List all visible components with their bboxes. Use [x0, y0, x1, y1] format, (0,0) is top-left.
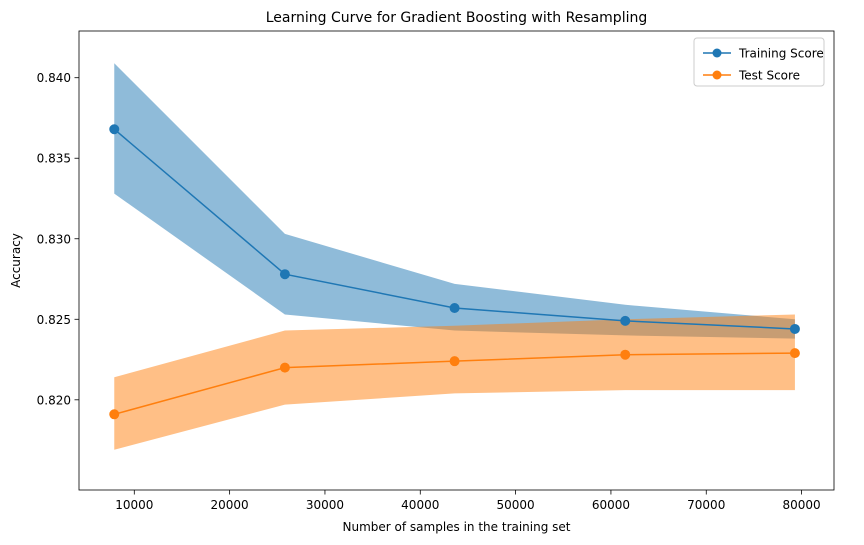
y-axis-label: Accuracy — [9, 233, 23, 288]
x-tick-label: 70000 — [687, 498, 725, 512]
x-tick-label: 40000 — [401, 498, 439, 512]
series-1-point — [279, 362, 290, 373]
series-1-point — [109, 409, 120, 420]
x-tick-label: 80000 — [782, 498, 820, 512]
x-axis-label: Number of samples in the training set — [343, 520, 571, 534]
x-tick-label: 60000 — [592, 498, 630, 512]
x-axis-ticks: 10000 20000 30000 40000 50000 60000 70000 80000 — [115, 490, 821, 512]
legend: Training Score Test Score — [693, 37, 825, 87]
series-1-band — [114, 314, 795, 450]
series-markers — [109, 124, 800, 420]
chart-title: Learning Curve for Gradient Boosting wit… — [266, 10, 648, 26]
plot-frame — [78, 30, 835, 491]
y-tick-label: 0.835 — [37, 152, 71, 166]
y-axis-ticks: 0.820 0.825 0.830 0.835 0.840 — [37, 71, 79, 407]
x-tick-label: 30000 — [306, 498, 344, 512]
legend-label-1: Test Score — [738, 69, 800, 83]
y-tick-label: 0.825 — [37, 313, 71, 327]
legend-marker-0 — [712, 48, 722, 58]
legend-marker-1 — [712, 70, 722, 80]
y-tick-label: 0.820 — [37, 393, 71, 407]
legend-box — [693, 37, 825, 87]
y-tick-label: 0.840 — [37, 71, 71, 85]
legend-label-0: Training Score — [738, 47, 824, 61]
x-tick-label: 20000 — [211, 498, 249, 512]
series-0-point — [620, 315, 631, 326]
series-1-point — [449, 356, 460, 367]
x-tick-label: 50000 — [497, 498, 535, 512]
series-0-point — [789, 323, 800, 334]
x-tick-label: 10000 — [115, 498, 153, 512]
series-0-point — [109, 124, 120, 135]
series-1-point — [620, 349, 631, 360]
series-0-point — [279, 269, 290, 280]
series-0-point — [449, 303, 460, 314]
y-tick-label: 0.830 — [37, 232, 71, 246]
series-1-point — [789, 348, 800, 359]
